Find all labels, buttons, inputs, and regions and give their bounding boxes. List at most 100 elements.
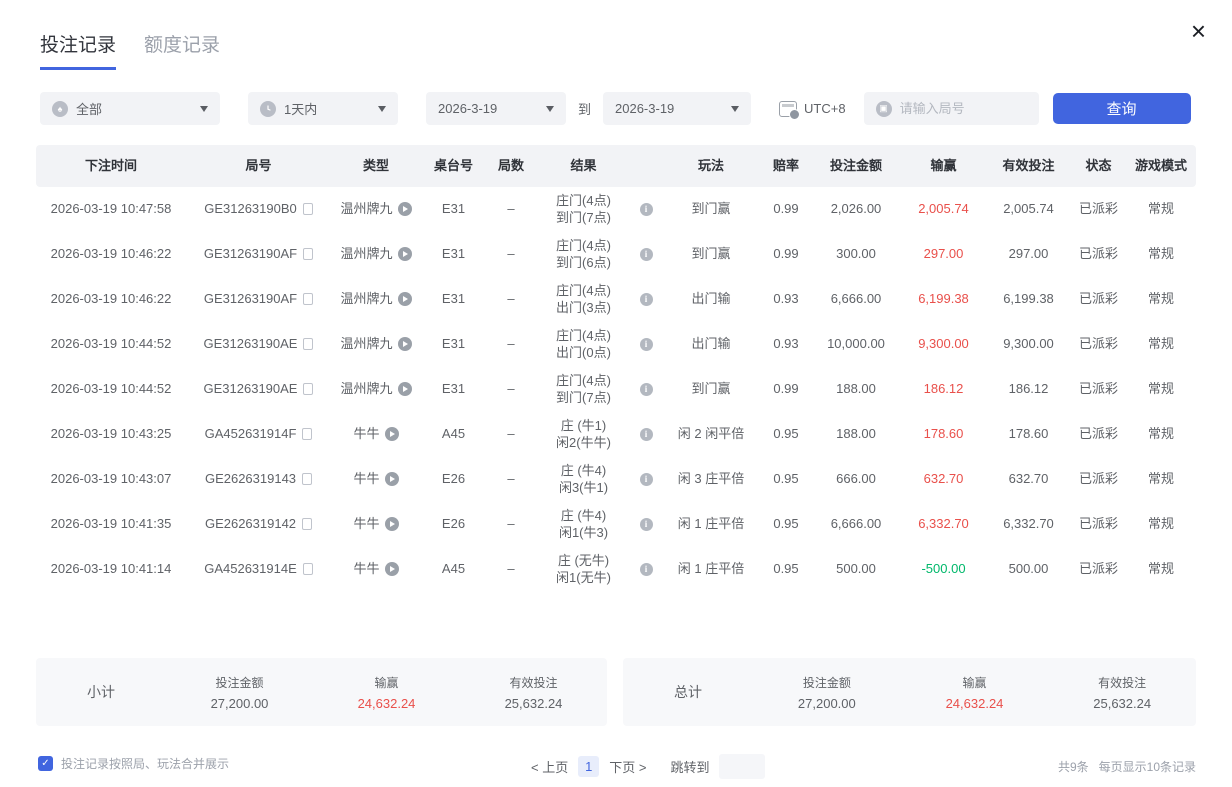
tab-quota-records[interactable]: 额度记录 — [144, 35, 221, 56]
timezone-indicator[interactable]: UTC+8 — [779, 100, 846, 120]
info-icon[interactable]: i — [639, 248, 653, 261]
round-search-input[interactable] — [899, 101, 1020, 116]
info-icon[interactable]: i — [639, 293, 653, 306]
subtotal-bet-value: 27,200.00 — [210, 695, 269, 711]
total-bet-label: 投注金额 — [802, 675, 851, 690]
cell-bet-amount: 300.00 — [836, 246, 876, 262]
tab-bar: 投注记录 额度记录 — [40, 30, 220, 70]
cell-table-no: E26 — [441, 516, 466, 532]
cell-win-loss: 9,300.00 — [918, 336, 969, 352]
cell-info: i — [631, 293, 661, 306]
jump-page-input[interactable] — [719, 754, 766, 779]
header-odds: 赔率 — [772, 157, 799, 173]
bet-records-table: 下注时间 局号 类型 桌台号 局数 结果 玩法 赔率 投注金额 输赢 有效投注 … — [36, 145, 1196, 592]
cell-odds: 0.93 — [773, 291, 799, 307]
merge-checkbox-label: 投注记录按照局、玩法合并展示 — [61, 757, 230, 771]
total-box: 总计 投注金额 27,200.00 输赢 24,632.24 有效投注 25,6… — [623, 658, 1196, 726]
cell-bet-amount: 10,000.00 — [827, 336, 885, 352]
subtotal-valid-bet: 有效投注 25,632.24 — [460, 674, 607, 711]
search-button[interactable]: 查询 — [1052, 93, 1191, 124]
round-id-text: GE2626319143 — [204, 471, 297, 487]
play-video-icon[interactable] — [384, 517, 399, 532]
cell-bet-time: 2026-03-19 10:43:07 — [50, 471, 172, 487]
table-row: 2026-03-19 10:44:52 GE31263190AE 温州牌九 E31 – 庄… — [36, 322, 1196, 367]
subtotal-win-value: 24,632.24 — [357, 695, 416, 711]
subtotal-box: 小计 投注金额 27,200.00 输赢 24,632.24 有效投注 25,6… — [36, 658, 607, 726]
copy-icon[interactable] — [303, 291, 316, 306]
info-icon[interactable]: i — [639, 203, 653, 216]
current-page-button[interactable]: 1 — [578, 756, 600, 777]
cell-win-loss: 186.12 — [923, 381, 964, 397]
info-icon[interactable]: i — [639, 428, 653, 441]
cell-round-id: GE31263190AF — [186, 246, 331, 263]
game-type-value: 全部 — [76, 102, 103, 117]
cell-bet-amount: 2,026.00 — [830, 201, 882, 217]
copy-icon[interactable] — [302, 516, 315, 531]
table-row: 2026-03-19 10:41:14 GA452631914E 牛牛 A45 – 庄 (… — [36, 547, 1196, 592]
cell-game-type: 牛牛 — [331, 471, 421, 488]
play-video-icon[interactable] — [384, 472, 399, 487]
play-video-icon[interactable] — [397, 292, 412, 307]
info-icon[interactable]: i — [639, 518, 653, 531]
info-icon[interactable]: i — [639, 338, 653, 351]
play-video-icon[interactable] — [384, 427, 399, 442]
play-video-icon[interactable] — [397, 247, 412, 262]
cell-game-mode: 常规 — [1147, 336, 1174, 352]
cell-win-loss: 2,005.74 — [918, 201, 969, 217]
copy-icon[interactable] — [302, 561, 315, 576]
cell-status: 已派彩 — [1078, 381, 1118, 397]
copy-icon[interactable] — [302, 426, 315, 441]
cell-round-id: GE31263190B0 — [186, 201, 331, 218]
info-icon[interactable]: i — [639, 473, 653, 486]
next-page-button[interactable]: 下页 > — [609, 760, 647, 775]
cell-status: 已派彩 — [1078, 561, 1118, 577]
play-video-icon[interactable] — [397, 337, 412, 352]
cell-rounds: – — [507, 246, 515, 262]
game-type-text: 牛牛 — [353, 561, 380, 577]
cell-game-mode: 常规 — [1147, 381, 1174, 397]
header-bet-time: 下注时间 — [84, 157, 137, 173]
cell-play-type: 闲 2 闲平倍 — [677, 426, 745, 442]
cell-game-mode: 常规 — [1147, 471, 1174, 487]
play-video-icon[interactable] — [397, 202, 412, 217]
copy-icon[interactable] — [303, 246, 316, 261]
pagination: < 上页 1 下页 > 跳转到 — [531, 754, 766, 779]
table-row: 2026-03-19 10:41:35 GE2626319142 牛牛 E26 – 庄 (… — [36, 502, 1196, 547]
cell-play-type: 闲 1 庄平倍 — [677, 561, 745, 577]
game-type-select[interactable]: ♠ 全部 — [40, 92, 220, 125]
cell-valid-bet: 186.12 — [1008, 381, 1049, 397]
game-type-text: 牛牛 — [353, 516, 380, 532]
cell-game-mode: 常规 — [1147, 291, 1174, 307]
merge-checkbox[interactable]: ✓ — [38, 756, 53, 771]
cell-rounds: – — [507, 516, 515, 532]
cell-result: 庄门(4点) 出门(0点) — [536, 328, 631, 362]
cell-table-no: E31 — [441, 381, 466, 397]
copy-icon[interactable] — [303, 336, 316, 351]
cell-info: i — [631, 338, 661, 351]
cell-play-type: 出门输 — [691, 336, 731, 352]
info-icon[interactable]: i — [639, 383, 653, 396]
play-video-icon[interactable] — [384, 562, 399, 577]
cell-status: 已派彩 — [1078, 201, 1118, 217]
close-icon[interactable]: × — [1190, 16, 1206, 46]
result-line: 到门(6点) — [556, 254, 611, 270]
info-icon[interactable]: i — [639, 563, 653, 576]
header-play-type: 玩法 — [697, 157, 724, 173]
prev-page-button[interactable]: < 上页 — [531, 760, 569, 775]
date-to-select[interactable]: 2026-3-19 — [603, 92, 752, 125]
cell-valid-bet: 6,199.38 — [1003, 291, 1054, 307]
tab-bet-records[interactable]: 投注记录 — [40, 30, 117, 70]
date-from-select[interactable]: 2026-3-19 — [426, 92, 566, 125]
records-summary: 共9条 每页显示10条记录 — [1058, 758, 1196, 775]
result-line: 到门(7点) — [556, 389, 611, 405]
copy-icon[interactable] — [302, 471, 315, 486]
cell-game-mode: 常规 — [1147, 561, 1174, 577]
cell-odds: 0.95 — [773, 471, 799, 487]
copy-icon[interactable] — [302, 201, 315, 216]
time-range-select[interactable]: 1天内 — [248, 92, 398, 125]
cell-odds: 0.99 — [773, 246, 799, 262]
cell-info: i — [631, 383, 661, 396]
result-line: 到门(7点) — [556, 209, 611, 225]
copy-icon[interactable] — [303, 381, 316, 396]
play-video-icon[interactable] — [397, 382, 412, 397]
